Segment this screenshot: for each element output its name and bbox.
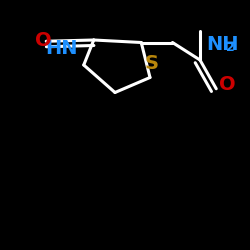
Text: HN: HN xyxy=(45,39,78,58)
Text: NH: NH xyxy=(206,36,239,54)
Text: S: S xyxy=(144,54,158,73)
Text: O: O xyxy=(36,30,52,50)
Text: O: O xyxy=(219,76,236,94)
Text: 2: 2 xyxy=(226,41,235,54)
